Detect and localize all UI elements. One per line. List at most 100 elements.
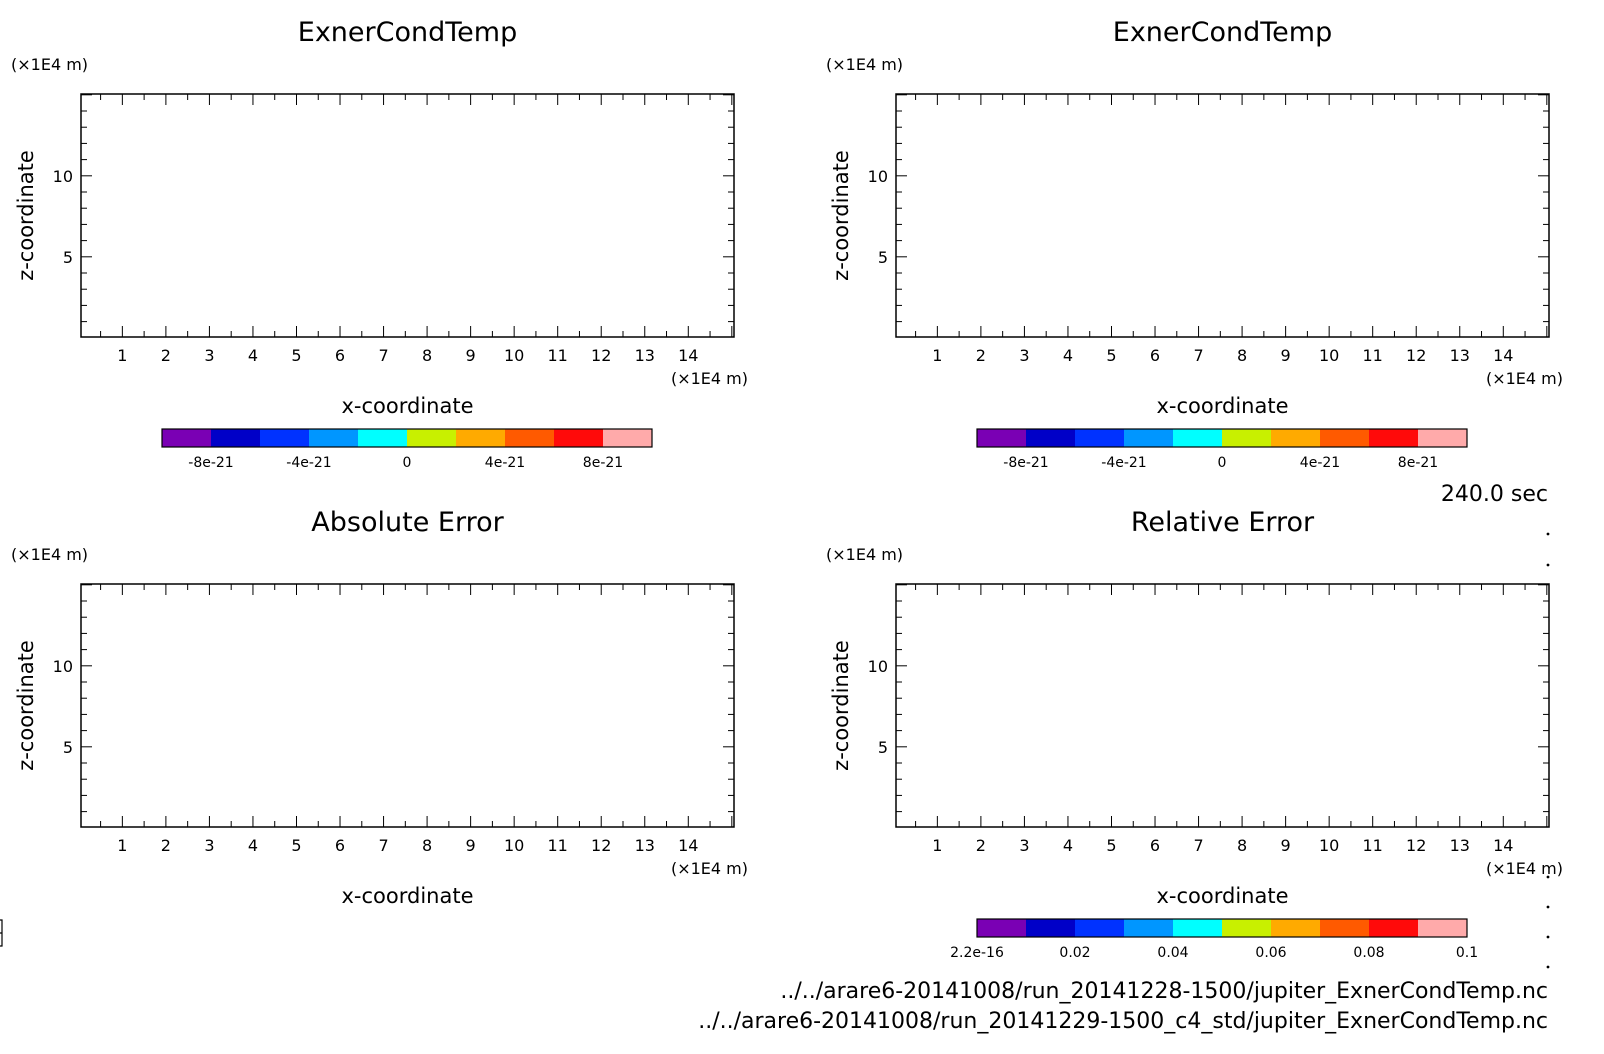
colorbar-tick-label: -8e-21 xyxy=(1003,455,1048,471)
y-tick-label: 10 xyxy=(868,657,888,676)
colorbar-segment xyxy=(456,429,506,447)
colorbar-tick-label: 0.06 xyxy=(1255,945,1286,961)
x-tick-label: 6 xyxy=(335,346,345,365)
x-axis-label: x-coordinate xyxy=(1156,394,1288,418)
colorbar-frame xyxy=(161,428,653,448)
colorbar: -8e-21 -4e-21 0 4e-21 8e-21 xyxy=(161,428,653,471)
colorbar-frame xyxy=(976,918,1468,938)
y-axis-label: z-coordinate xyxy=(14,150,38,281)
chart-panel-4: Relative Error(×1E4 m)1 2 3 4 5 6 7 8 9 10 11 12 13 1… xyxy=(826,507,1563,961)
x-tick-label: 3 xyxy=(204,836,214,855)
colorbar-tick-label: 0.08 xyxy=(1353,945,1384,961)
left-edge-mark xyxy=(0,919,3,947)
colorbar: -8e-21 -4e-21 0 4e-21 8e-21 xyxy=(976,428,1468,471)
x-tick-label: 14 xyxy=(1493,836,1513,855)
x-tick-label: 9 xyxy=(466,346,476,365)
colorbar-tick-label: 8e-21 xyxy=(1398,455,1438,471)
margin-dot xyxy=(1546,905,1550,909)
x-tick-label: 7 xyxy=(378,346,388,365)
file-path-1: ../../arare6-20141008/run_20141228-1500/… xyxy=(780,979,1548,1004)
x-tick-label: 6 xyxy=(1150,346,1160,365)
chart-title: Relative Error xyxy=(1131,507,1315,538)
x-tick-label: 13 xyxy=(1450,836,1470,855)
x-tick-label: 2 xyxy=(161,346,171,365)
colorbar-tick-label: 0.04 xyxy=(1157,945,1188,961)
x-tick-label: 4 xyxy=(1063,346,1073,365)
colorbar-tick-label: -4e-21 xyxy=(1101,455,1146,471)
chart-panel-2: ExnerCondTemp(×1E4 m)1 2 3 4 5 6 7 8 9 10 11 12 13 14… xyxy=(826,17,1563,471)
colorbar-segment xyxy=(1271,429,1321,447)
x-unit-label: (×1E4 m) xyxy=(671,369,748,388)
x-tick-label: 7 xyxy=(378,836,388,855)
x-tick-label: 13 xyxy=(635,346,655,365)
plot-frame xyxy=(895,583,1550,828)
margin-dot xyxy=(1546,875,1550,879)
x-tick-label: 14 xyxy=(1493,346,1513,365)
x-tick-label: 12 xyxy=(1406,836,1426,855)
colorbar-segment xyxy=(1418,919,1468,937)
colorbar-segment xyxy=(505,429,555,447)
x-tick-label: 8 xyxy=(1237,836,1247,855)
x-tick-label: 11 xyxy=(1363,836,1383,855)
x-tick-label: 10 xyxy=(1319,346,1339,365)
colorbar-tick-label: -8e-21 xyxy=(188,455,233,471)
y-tick-label: 5 xyxy=(878,738,888,757)
y-tick-label: 10 xyxy=(53,657,73,676)
x-tick-label: 14 xyxy=(678,836,698,855)
colorbar-segment xyxy=(1418,429,1468,447)
colorbar-tick-label: 4e-21 xyxy=(1300,455,1340,471)
colorbar-tick-label: 0 xyxy=(403,455,412,471)
y-axis-label: z-coordinate xyxy=(829,150,853,281)
x-tick-label: 3 xyxy=(1019,836,1029,855)
y-tick-label: 10 xyxy=(53,167,73,186)
colorbar-segment xyxy=(1222,429,1272,447)
time-label: 240.0 sec xyxy=(1441,482,1548,507)
x-tick-label: 11 xyxy=(548,836,568,855)
colorbar-segment xyxy=(1320,429,1370,447)
plot-frame xyxy=(895,93,1550,338)
x-tick-label: 5 xyxy=(1106,836,1116,855)
y-tick-label: 5 xyxy=(63,738,73,757)
colorbar-segment xyxy=(162,429,212,447)
x-tick-label: 1 xyxy=(932,836,942,855)
plot-frame xyxy=(80,583,735,828)
x-tick-label: 4 xyxy=(248,836,258,855)
x-tick-label: 7 xyxy=(1193,346,1203,365)
x-axis-label: x-coordinate xyxy=(341,884,473,908)
x-tick-label: 9 xyxy=(1281,836,1291,855)
margin-dot xyxy=(1546,965,1550,969)
colorbar-segment xyxy=(211,429,261,447)
colorbar-segment xyxy=(260,429,310,447)
y-unit-label: (×1E4 m) xyxy=(11,55,88,74)
x-tick-label: 6 xyxy=(1150,836,1160,855)
x-tick-label: 1 xyxy=(117,346,127,365)
x-tick-label: 3 xyxy=(1019,346,1029,365)
colorbar-segment xyxy=(977,429,1027,447)
colorbar-segment xyxy=(1369,429,1419,447)
colorbar-segment xyxy=(309,429,359,447)
x-tick-label: 4 xyxy=(248,346,258,365)
colorbar-segment xyxy=(358,429,408,447)
y-unit-label: (×1E4 m) xyxy=(826,545,903,564)
x-tick-label: 7 xyxy=(1193,836,1203,855)
y-axis-label: z-coordinate xyxy=(829,640,853,771)
x-axis-label: x-coordinate xyxy=(1156,884,1288,908)
x-tick-label: 12 xyxy=(1406,346,1426,365)
x-tick-label: 10 xyxy=(504,836,524,855)
y-unit-label: (×1E4 m) xyxy=(826,55,903,74)
colorbar-segment xyxy=(1026,429,1076,447)
x-tick-label: 11 xyxy=(1363,346,1383,365)
x-unit-label: (×1E4 m) xyxy=(1486,859,1563,878)
x-tick-label: 8 xyxy=(1237,346,1247,365)
x-tick-label: 2 xyxy=(161,836,171,855)
colorbar-segment xyxy=(1026,919,1076,937)
x-tick-label: 5 xyxy=(291,836,301,855)
x-tick-label: 14 xyxy=(678,346,698,365)
x-tick-label: 10 xyxy=(1319,836,1339,855)
x-tick-label: 2 xyxy=(976,836,986,855)
x-tick-label: 13 xyxy=(1450,346,1470,365)
colorbar: 2.2e-16 0.02 0.04 0.06 0.08 0.1 xyxy=(950,918,1478,961)
colorbar-segment xyxy=(1271,919,1321,937)
colorbar-segment xyxy=(1320,919,1370,937)
